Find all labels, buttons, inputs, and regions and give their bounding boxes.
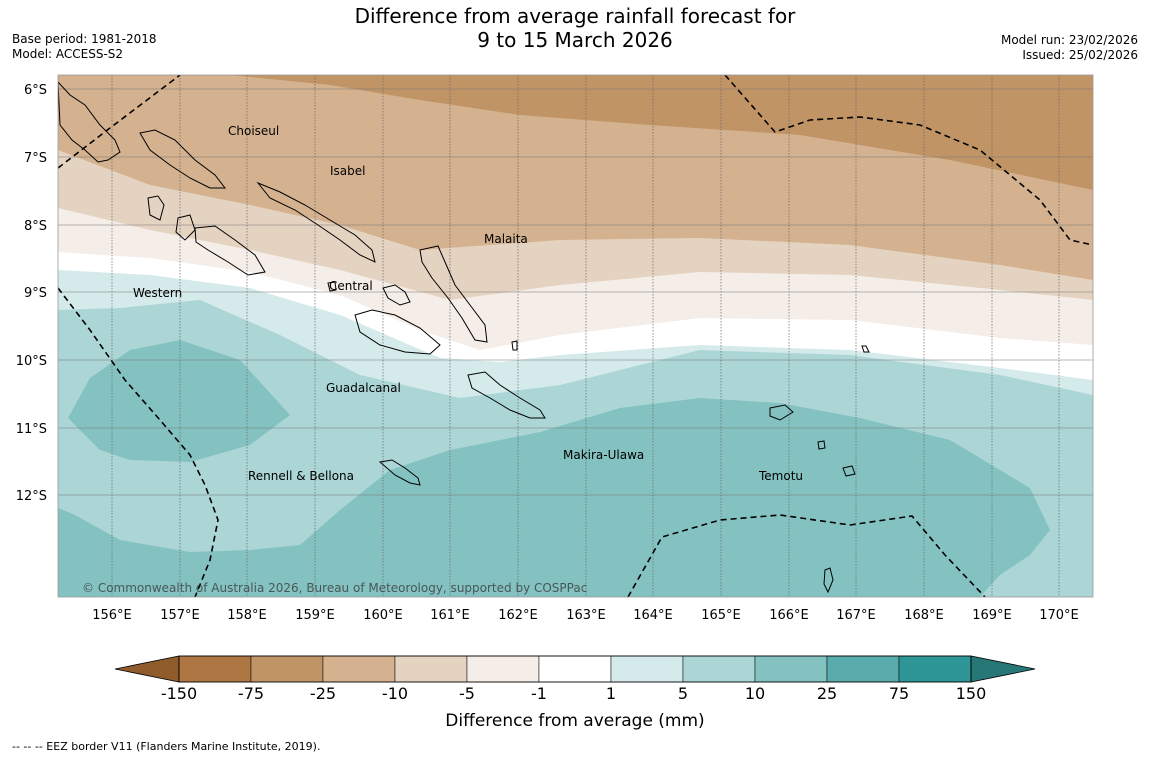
- band-wet-mid-west: [68, 340, 290, 462]
- colorbar-tick-label: -25: [310, 684, 336, 703]
- lon-label: 169°E: [972, 608, 1012, 623]
- region-label-western: Western: [133, 286, 182, 300]
- island-new-georgia: [194, 225, 266, 276]
- latitude-labels: 6°S 7°S 8°S 9°S 10°S 11°S 12°S: [16, 83, 47, 504]
- longitude-labels: 156°E 157°E 158°E 159°E 160°E 161°E 162°…: [92, 608, 1079, 623]
- colorbar-tick-label: -1: [531, 684, 547, 703]
- lon-label: 164°E: [633, 608, 673, 623]
- lon-label: 157°E: [160, 608, 200, 623]
- colorbar-label: Difference from average (mm): [445, 711, 704, 731]
- island-utupua: [817, 440, 826, 450]
- lon-label: 161°E: [430, 608, 470, 623]
- lon-label: 160°E: [363, 608, 403, 623]
- lat-label: 11°S: [16, 422, 47, 437]
- colorbar-tick-label: 25: [817, 684, 837, 703]
- region-label-guadalcanal: Guadalcanal: [326, 381, 401, 395]
- colorbar-tick-label: 1: [606, 684, 616, 703]
- colorbar-tick-label: 5: [678, 684, 688, 703]
- colorbar-segment: [682, 655, 756, 683]
- issued-label: Issued: 25/02/2026: [1022, 48, 1138, 62]
- island-santa-cruz: [769, 404, 794, 421]
- colorbar-segment: [826, 655, 900, 683]
- island-choiseul: [139, 129, 227, 189]
- map-title-line1: Difference from average rainfall forecas…: [354, 4, 796, 28]
- island-vanikoro: [842, 465, 856, 477]
- region-label-central: Central: [329, 279, 373, 293]
- band-wet-mid-south: [58, 398, 1050, 597]
- island-florida: [382, 284, 411, 306]
- lon-label: 162°E: [498, 608, 538, 623]
- colorbar-segment: [394, 655, 468, 683]
- colorbar-segment: [250, 655, 324, 683]
- lon-label: 170°E: [1039, 608, 1079, 623]
- lon-label: 166°E: [769, 608, 809, 623]
- province-labels: Choiseul Isabel Malaita Central Western …: [133, 124, 803, 483]
- lat-label: 10°S: [16, 354, 47, 369]
- region-label-isabel: Isabel: [330, 164, 365, 178]
- region-label-makira-ulawa: Makira-Ulawa: [563, 448, 644, 462]
- copyright-notice: © Commonwealth of Australia 2026, Bureau…: [82, 581, 587, 595]
- colorbar-tick-label: 75: [889, 684, 909, 703]
- island-banks: [823, 567, 834, 594]
- model-label: Model: ACCESS-S2: [12, 47, 124, 61]
- lat-label: 9°S: [24, 286, 47, 301]
- island-vella-lavella: [147, 195, 165, 221]
- island-russell: [327, 281, 337, 292]
- longitude-grid: [111, 75, 1060, 597]
- colorbar-segment: [898, 655, 972, 683]
- colorbar-segment: [466, 655, 540, 683]
- island-isabel: [256, 181, 376, 263]
- lon-label: 163°E: [566, 608, 606, 623]
- colorbar-frame: [178, 655, 972, 683]
- colorbar-tick-label: 150: [956, 684, 987, 703]
- colorbar-segment: [538, 655, 612, 683]
- base-period-label: Base period: 1981-2018: [12, 32, 157, 46]
- island-rennell: [378, 459, 421, 486]
- lon-label: 156°E: [92, 608, 132, 623]
- lon-label: 168°E: [904, 608, 944, 623]
- lon-label: 158°E: [227, 608, 267, 623]
- map-title-line2: 9 to 15 March 2026: [477, 28, 673, 52]
- eez-border: [58, 75, 1093, 597]
- colorbar-segment: [322, 655, 396, 683]
- colorbar-tick-label: 10: [745, 684, 765, 703]
- colorbar-ticks: -150 -75 -25 -10 -5 -1 1 5 10 25 75 150: [161, 684, 986, 703]
- lat-label: 6°S: [24, 83, 47, 98]
- map-plot-area: [58, 75, 1093, 597]
- region-label-temotu: Temotu: [758, 469, 803, 483]
- island-guadalcanal: [354, 309, 441, 355]
- island-duff: [861, 345, 870, 353]
- island-malaita: [419, 245, 488, 343]
- colorbar-under-arrow: [114, 655, 180, 683]
- colorbar-segments: [178, 655, 972, 683]
- colorbar-over-arrow: [970, 655, 1036, 683]
- island-kolombangara: [175, 214, 196, 241]
- island-makira: [467, 371, 546, 419]
- colorbar-tick-label: -150: [161, 684, 197, 703]
- lon-label: 159°E: [295, 608, 335, 623]
- coastlines: [58, 81, 870, 594]
- map-frame: [57, 74, 1094, 598]
- colorbar-segment: [754, 655, 828, 683]
- colorbar-tick-label: -5: [459, 684, 475, 703]
- region-label-choiseul: Choiseul: [228, 124, 279, 138]
- lon-label: 165°E: [701, 608, 741, 623]
- region-label-rennell-bellona: Rennell & Bellona: [248, 469, 354, 483]
- colorbar-tick-label: -10: [382, 684, 408, 703]
- colorbar-segment: [178, 655, 252, 683]
- lat-label: 7°S: [24, 151, 47, 166]
- model-run-label: Model run: 23/02/2026: [1000, 33, 1138, 47]
- island-bougainville: [58, 81, 121, 163]
- colorbar-tick-label: -75: [238, 684, 264, 703]
- colorbar: -150 -75 -25 -10 -5 -1 1 5 10 25 75 150 Difference …: [114, 655, 1036, 731]
- colorbar-segment: [610, 655, 684, 683]
- region-label-malaita: Malaita: [484, 232, 528, 246]
- lat-label: 8°S: [24, 219, 47, 234]
- eez-footnote: -- -- -- EEZ border V11 (Flanders Marine…: [12, 740, 321, 753]
- island-sikaiana: [511, 340, 518, 351]
- lon-label: 167°E: [836, 608, 876, 623]
- lat-label: 12°S: [16, 489, 47, 504]
- latitude-grid: [58, 88, 1093, 496]
